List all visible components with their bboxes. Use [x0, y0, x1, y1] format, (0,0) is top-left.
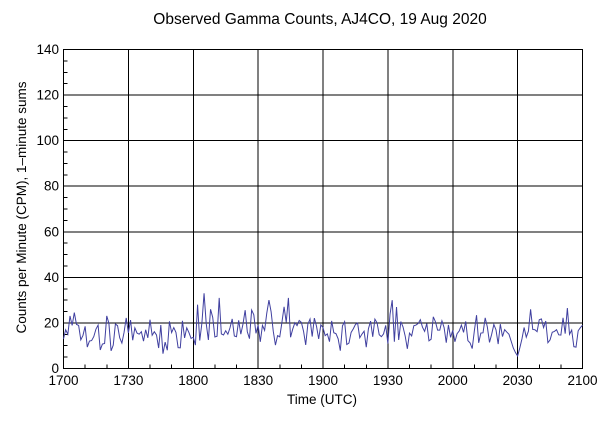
svg-text:60: 60: [44, 224, 59, 239]
svg-text:0: 0: [51, 361, 59, 376]
svg-text:120: 120: [36, 88, 59, 103]
svg-text:140: 140: [36, 42, 59, 57]
svg-text:80: 80: [44, 179, 59, 194]
svg-text:1800: 1800: [178, 373, 208, 388]
svg-text:1900: 1900: [308, 373, 338, 388]
svg-text:Observed Gamma Counts, AJ4CO,: Observed Gamma Counts, AJ4CO, 19 Aug 202…: [153, 11, 487, 28]
svg-text:2100: 2100: [567, 373, 597, 388]
svg-text:1730: 1730: [113, 373, 143, 388]
svg-text:1700: 1700: [48, 373, 78, 388]
svg-text:Counts per Minute (CPM), 1–min: Counts per Minute (CPM), 1–minute sums: [14, 81, 29, 333]
svg-text:1930: 1930: [373, 373, 403, 388]
svg-text:2030: 2030: [503, 373, 533, 388]
svg-text:20: 20: [44, 315, 59, 330]
svg-text:Time (UTC): Time (UTC): [287, 392, 357, 407]
svg-text:2000: 2000: [438, 373, 468, 388]
svg-text:1830: 1830: [243, 373, 273, 388]
svg-text:100: 100: [36, 133, 59, 148]
svg-text:40: 40: [44, 270, 59, 285]
